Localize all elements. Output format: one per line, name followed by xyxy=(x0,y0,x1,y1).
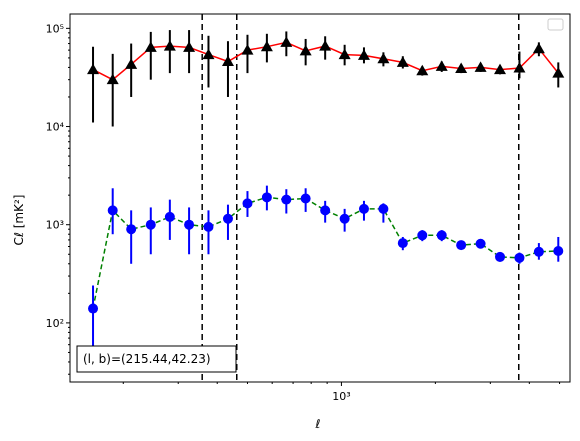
series-1-point xyxy=(320,205,331,216)
series-0-point xyxy=(221,55,234,66)
y-tick-label: 10⁴ xyxy=(46,121,65,134)
series-1-point xyxy=(88,303,99,314)
series-1-point xyxy=(514,252,525,263)
series-1-point xyxy=(456,240,467,251)
series-0-point xyxy=(319,40,332,51)
series-1-point xyxy=(300,193,311,204)
series-1-point xyxy=(475,238,486,249)
series-1-point xyxy=(495,251,506,262)
series-1-point xyxy=(417,230,428,241)
series-0-point xyxy=(241,44,254,55)
series-1-point xyxy=(145,219,156,230)
series-1-point xyxy=(184,219,195,230)
data-layer xyxy=(87,14,565,382)
series-1-point xyxy=(553,245,564,256)
series-1-point xyxy=(397,238,408,249)
series-0-point xyxy=(106,73,119,85)
y-axis-label: Cℓ [mK²] xyxy=(12,195,26,246)
series-0-point xyxy=(552,67,565,78)
series-0-point xyxy=(532,42,545,54)
series-1-point xyxy=(203,221,214,232)
series-1-point xyxy=(107,205,118,216)
series-1-point xyxy=(533,246,544,257)
series-0-point xyxy=(299,44,312,56)
series-1-point xyxy=(339,213,350,224)
y-tick-label: 10² xyxy=(46,317,64,330)
series-1-point xyxy=(242,198,253,209)
annotation-box: (l, b)=(215.44,42.23) xyxy=(76,345,237,373)
series-0-point xyxy=(357,49,370,60)
series-0-point xyxy=(494,63,507,75)
series-0-point xyxy=(87,63,100,75)
series-0-point xyxy=(474,61,487,72)
series-0-point xyxy=(280,36,293,47)
series-0-point xyxy=(125,58,138,69)
series-0-point xyxy=(183,41,196,52)
x-tick-label: 10³ xyxy=(332,390,350,403)
legend-box xyxy=(547,18,564,31)
series-0-point xyxy=(513,61,526,73)
series-0-point xyxy=(396,56,409,67)
series-0-point xyxy=(202,48,215,60)
series-1-point xyxy=(222,213,233,224)
series-0-point xyxy=(144,41,157,52)
annotation-text: (l, b)=(215.44,42.23) xyxy=(83,352,211,366)
series-0-point xyxy=(416,64,429,76)
series-0-point xyxy=(377,52,390,64)
series-1-point xyxy=(126,224,137,235)
series-1-point xyxy=(164,211,175,222)
x-axis-label: ℓ xyxy=(315,417,321,431)
series-1-point xyxy=(281,194,292,205)
ticks-layer: 10³ 10² 10³ 10⁴ 10⁵ xyxy=(46,22,561,403)
series-1-point xyxy=(261,192,272,203)
series-0-point xyxy=(455,62,468,73)
y-tick-label: 10⁵ xyxy=(46,22,64,35)
series-0-point xyxy=(163,40,176,51)
series-1-point xyxy=(378,203,389,214)
series-1-point xyxy=(436,230,447,241)
plot-frame xyxy=(69,13,571,383)
series-0-point xyxy=(260,40,273,52)
series-0-point xyxy=(338,48,351,60)
series-1-point xyxy=(358,203,369,214)
series-0-point xyxy=(435,60,448,71)
y-tick-label: 10³ xyxy=(46,219,64,232)
